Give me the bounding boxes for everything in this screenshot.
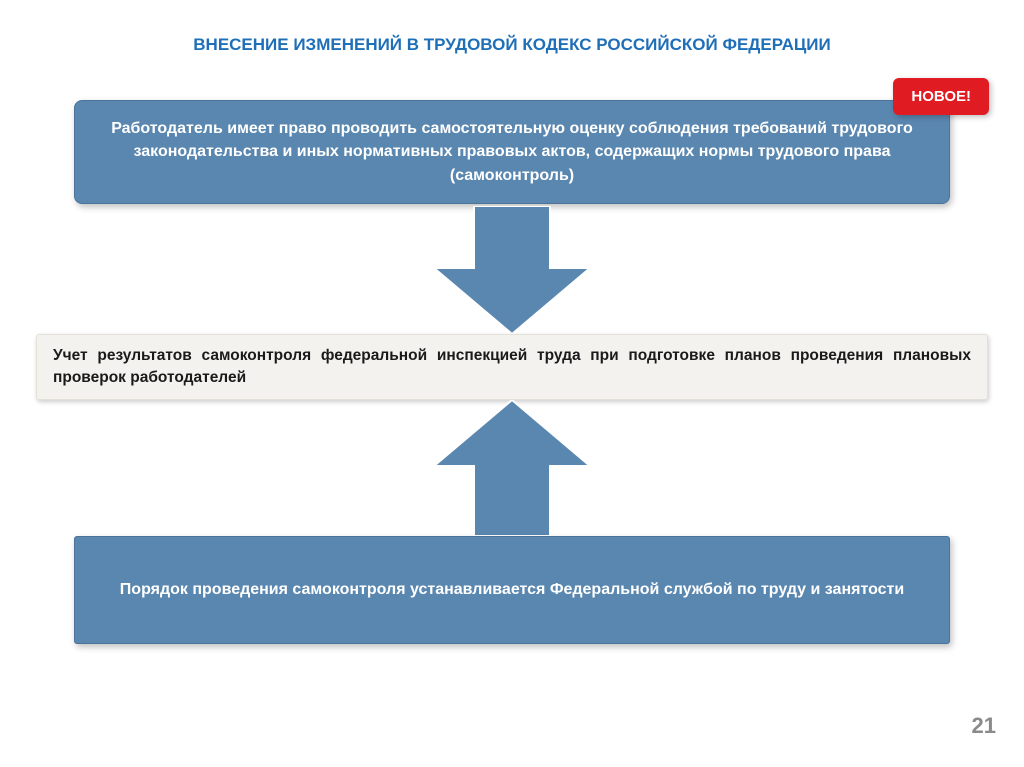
- arrow-up-icon: [434, 400, 590, 536]
- box-middle-text: Учет результатов самоконтроля федерально…: [53, 345, 971, 390]
- box-bottom: Порядок проведения самоконтроля устанавл…: [74, 536, 950, 644]
- page-title: ВНЕСЕНИЕ ИЗМЕНЕНИЙ В ТРУДОВОЙ КОДЕКС РОС…: [0, 0, 1024, 55]
- box-top-text: Работодатель имеет право проводить самос…: [103, 117, 921, 187]
- box-top: Работодатель имеет право проводить самос…: [74, 100, 950, 204]
- box-bottom-text: Порядок проведения самоконтроля устанавл…: [120, 578, 904, 601]
- arrow-down-icon: [434, 206, 590, 334]
- new-badge: НОВОЕ!: [893, 78, 989, 115]
- box-middle: Учет результатов самоконтроля федерально…: [36, 334, 988, 400]
- page-number: 21: [972, 713, 996, 739]
